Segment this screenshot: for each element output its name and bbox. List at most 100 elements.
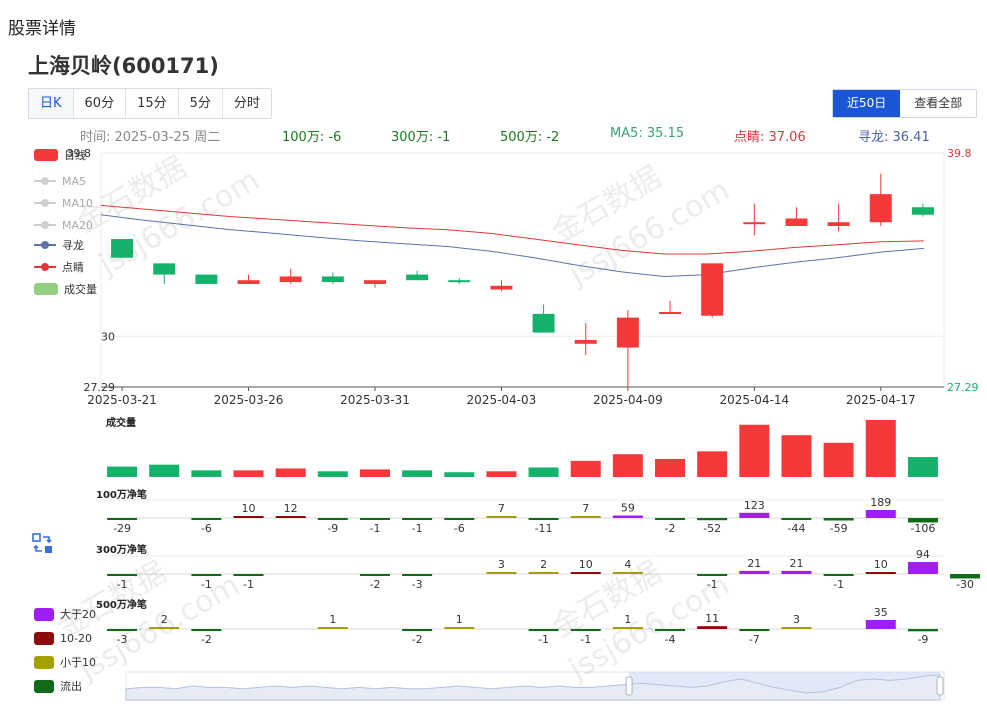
ma5-swatch <box>34 176 56 186</box>
netflow-label: -3 <box>412 578 423 591</box>
candle-body <box>448 280 471 283</box>
x-tick-label: 2025-03-21 <box>87 393 157 407</box>
netflow-bar <box>402 629 433 631</box>
netflow-bar <box>528 629 559 631</box>
netflow-bar <box>823 574 854 576</box>
netflow-bar <box>528 572 559 574</box>
netflow-label: 1 <box>329 613 336 626</box>
candle-body <box>237 280 260 284</box>
netflow-bar <box>149 627 180 629</box>
tab-intraday[interactable]: 分时 <box>233 96 260 111</box>
netflow-bar <box>275 516 306 518</box>
candle-body <box>785 218 808 226</box>
netflow-label: -2 <box>412 633 423 646</box>
netflow-label: -2 <box>665 522 676 535</box>
netflow-bar <box>739 629 770 631</box>
netflow-label: -52 <box>703 522 721 535</box>
netflow-label: 2 <box>161 613 168 626</box>
xunlong-swatch <box>34 240 56 250</box>
netflow-label: -1 <box>707 578 718 591</box>
netflow-bar <box>107 518 138 520</box>
legend-dianjing-label: 点睛 <box>62 261 84 274</box>
x-tick-label: 2025-04-09 <box>593 393 663 407</box>
netflow-bar <box>317 518 348 520</box>
netflow-label: -11 <box>535 522 553 535</box>
netflow-label: -1 <box>369 522 380 535</box>
candle-body <box>532 313 555 333</box>
netflow-bar <box>865 620 896 629</box>
y-tick-label-right: 39.8 <box>947 147 972 160</box>
legend-xunlong[interactable]: 寻龙 <box>34 238 84 252</box>
volume-bar <box>317 471 348 477</box>
volume-bar <box>444 472 475 477</box>
netflow-bar <box>444 627 475 629</box>
netflow-bar <box>823 518 854 521</box>
legend-10-20[interactable]: 10-20 <box>34 631 92 645</box>
volume-bar <box>402 470 433 477</box>
volume-bar <box>191 470 222 477</box>
netflow-bar <box>612 627 643 629</box>
legend-gt20[interactable]: 大于20 <box>34 607 96 621</box>
netflow-label: -106 <box>910 522 935 535</box>
netflow-bar <box>233 516 264 518</box>
info-time: 时间: 2025-03-25 周二 <box>80 130 221 145</box>
xunlong-line <box>100 214 925 278</box>
volume-bar <box>275 468 306 477</box>
legend-ma5[interactable]: MA5 <box>34 174 86 188</box>
info-net500: 500万: -2 <box>500 130 560 145</box>
legend-lt10[interactable]: 小于10 <box>34 655 96 669</box>
netflow-bar <box>907 562 938 574</box>
recent-50-days-button[interactable]: 近50日 <box>833 90 901 117</box>
netflow-bar <box>528 518 559 520</box>
netflow-bar <box>359 518 390 520</box>
netflow-label: 1 <box>624 613 631 626</box>
switch-icon[interactable] <box>32 533 54 555</box>
legend-dianjing[interactable]: 点睛 <box>34 260 84 274</box>
netflow-bar <box>191 518 222 520</box>
netflow-label: -1 <box>412 522 423 535</box>
netflow-label: 123 <box>744 499 765 512</box>
netflow-bar <box>612 515 643 518</box>
candle-body <box>153 263 176 275</box>
netflow-bar <box>107 629 138 631</box>
legend-rixian[interactable]: 日线 <box>34 148 86 162</box>
view-all-button[interactable]: 查看全部 <box>914 96 963 110</box>
net500-title: 500万净笔 <box>96 600 147 611</box>
netflow-bar <box>739 512 770 518</box>
navigator-left-handle <box>625 676 633 696</box>
netflow-label: -1 <box>580 633 591 646</box>
tab-daily-k[interactable]: 日K <box>29 89 74 118</box>
legend-volume[interactable]: 成交量 <box>34 282 97 296</box>
info-dianjing: 点睛: 37.06 <box>734 130 806 145</box>
candle-body <box>911 207 934 215</box>
legend-outflow[interactable]: 流出 <box>34 679 82 693</box>
netflow-bar <box>486 572 517 574</box>
x-tick-label: 2025-04-03 <box>467 393 537 407</box>
rixian-swatch <box>34 149 58 161</box>
legend-ma20[interactable]: MA20 <box>34 218 93 232</box>
netflow-bar <box>697 574 728 576</box>
candle-body <box>827 222 850 226</box>
legend-ma20-label: MA20 <box>62 218 94 232</box>
netflow-bar <box>444 518 475 520</box>
page-title: 股票详情 <box>8 19 76 39</box>
volume-bar <box>739 424 770 477</box>
netflow-label: -9 <box>327 522 338 535</box>
net300-title: 300万净笔 <box>96 545 147 556</box>
netflow-label: 7 <box>498 502 505 515</box>
info-net300: 300万: -1 <box>391 130 451 145</box>
tab-15min[interactable]: 15分 <box>126 89 179 118</box>
netflow-bar <box>570 629 601 631</box>
netflow-label: 4 <box>624 558 631 571</box>
tab-5min[interactable]: 5分 <box>179 89 223 118</box>
netflow-bar <box>697 518 728 521</box>
legend-ma10[interactable]: MA10 <box>34 196 93 210</box>
period-tabs: 日K 60分 15分 5分 分时 <box>28 88 272 119</box>
tab-60min[interactable]: 60分 <box>74 89 127 118</box>
netflow-bar <box>950 574 981 579</box>
netflow-label: -7 <box>749 633 760 646</box>
info-net100: 100万: -6 <box>282 130 342 145</box>
info-ma5: MA5: 35.15 <box>610 126 685 141</box>
candle-body <box>869 194 892 223</box>
candle-body <box>574 340 597 344</box>
